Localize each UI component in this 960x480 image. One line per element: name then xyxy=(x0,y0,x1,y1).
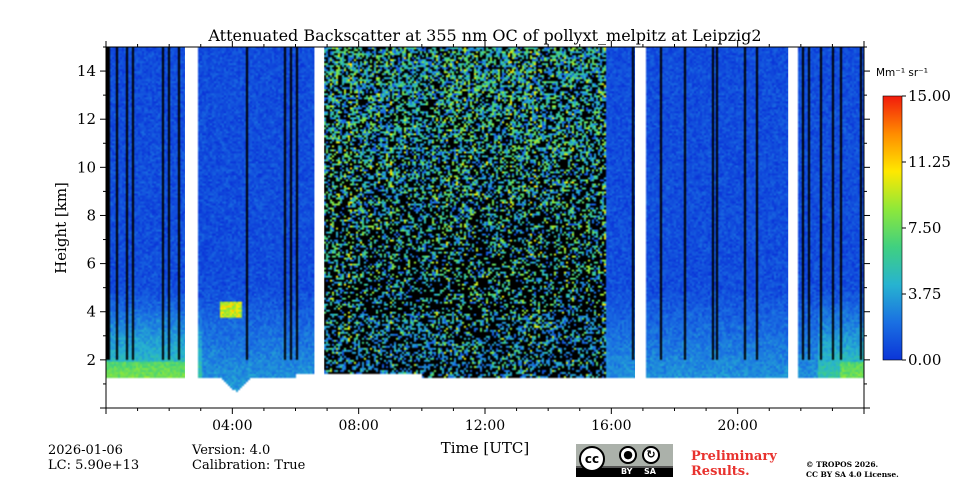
no-data-gap xyxy=(788,47,797,408)
y-tick-label: 6 xyxy=(86,255,96,273)
x-axis-ticks: 04:00 08:00 12:00 16:00 20:00 xyxy=(105,41,865,434)
colorbar: Mm⁻¹ sr⁻¹ 0.00 3.75 7.50 11.25 15.00 xyxy=(876,67,951,369)
colorbar-tick-label: 0.00 xyxy=(908,351,941,369)
preliminary-results-note: Preliminary Results. xyxy=(691,449,777,479)
x-tick-label: 04:00 xyxy=(212,418,252,434)
y-tick-label: 14 xyxy=(77,62,96,80)
footer-lidar-constant: LC: 5.90e+13 xyxy=(48,458,140,473)
colorbar-tick-label: 3.75 xyxy=(908,285,941,303)
backscatter-heatmap xyxy=(106,47,864,408)
creative-commons-icon: cc xyxy=(579,446,605,472)
x-tick-label: 20:00 xyxy=(717,418,757,434)
footer-version: Version: 4.0 xyxy=(192,443,271,458)
x-tick-label: 08:00 xyxy=(338,418,378,434)
no-data-gaps xyxy=(184,47,797,408)
y-tick-label: 2 xyxy=(86,351,96,369)
y-tick-label: 4 xyxy=(86,303,96,321)
share-alike-icon: ↻ xyxy=(642,446,660,464)
copyright-line-2: CC BY SA 4.0 License. xyxy=(806,470,899,479)
y-tick-label: 12 xyxy=(77,110,96,128)
x-axis-label: Time [UTC] xyxy=(441,439,530,457)
colorbar-ticks: 0.00 3.75 7.50 11.25 15.00 xyxy=(902,87,951,369)
y-axis-ticks: 2 4 6 8 10 12 14 xyxy=(77,46,870,409)
no-data-gap xyxy=(635,47,645,408)
colorbar-tick-label: 11.25 xyxy=(908,153,951,171)
colorbar-tick-label: 15.00 xyxy=(908,87,951,105)
chart-title: Attenuated Backscatter at 355 nm OC of p… xyxy=(207,26,761,45)
x-tick-label: 12:00 xyxy=(465,418,505,434)
cc-sa-label: SA xyxy=(644,467,656,476)
y-tick-label: 10 xyxy=(77,158,96,176)
y-axis-label: Height [km] xyxy=(52,182,70,274)
footer-date: 2026-01-06 xyxy=(48,443,123,458)
colorbar-tick-label: 7.50 xyxy=(908,219,941,237)
heatmap-plot-area xyxy=(105,46,865,409)
copyright-line-1: © TROPOS 2026. xyxy=(806,460,879,469)
colorbar-gradient xyxy=(882,95,903,361)
no-data-gap xyxy=(184,47,197,408)
x-tick-label: 16:00 xyxy=(591,418,631,434)
cc-by-label: BY xyxy=(621,467,633,476)
copyright-notice: © TROPOS 2026. CC BY SA 4.0 License. xyxy=(806,460,899,480)
footer-calibration: Calibration: True xyxy=(192,458,306,473)
y-tick-label: 8 xyxy=(86,206,96,224)
cc-license-badge: cc ● ↻ BY SA xyxy=(576,444,673,477)
attribution-icon: ● xyxy=(619,446,637,464)
colorbar-unit-label: Mm⁻¹ sr⁻¹ xyxy=(876,67,928,79)
no-data-gap xyxy=(314,47,324,408)
